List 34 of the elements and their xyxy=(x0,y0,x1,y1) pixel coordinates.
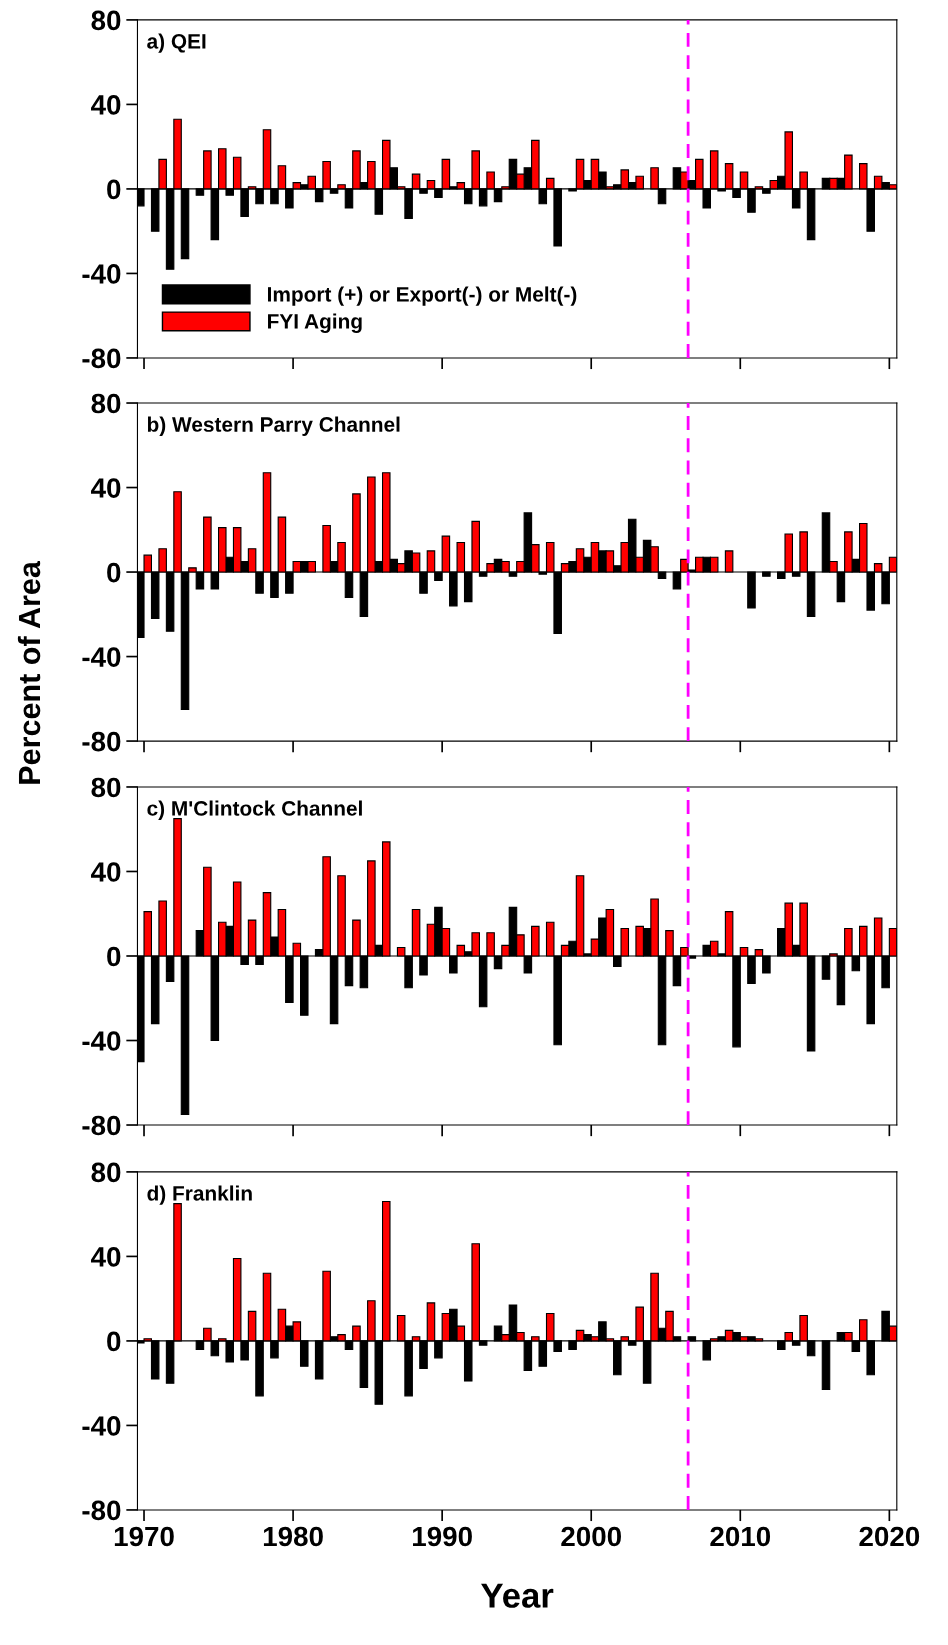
y-tick-label: 0 xyxy=(107,1331,121,1352)
y-tick-label: -40 xyxy=(82,647,121,667)
y-tick-label: -80 xyxy=(82,1500,121,1521)
y-tick-label: -80 xyxy=(82,348,121,369)
y-tick-label: 0 xyxy=(107,946,121,967)
legend-label: FYI Aging xyxy=(268,313,362,333)
y-tick-label: 40 xyxy=(91,862,121,882)
y-tick-label: 80 xyxy=(91,393,121,414)
text: d) Franklin xyxy=(147,1185,252,1205)
y-tick-label: -80 xyxy=(82,731,121,752)
x-tick-label: 2000 xyxy=(561,1526,621,1547)
y-tick-label: 40 xyxy=(91,1247,121,1267)
text: c) M'Clintock Channel xyxy=(147,800,362,820)
legend-label: Import (+) or Export(-) or Melt(-) xyxy=(268,286,577,306)
y-tick-label: -80 xyxy=(82,1115,121,1136)
y-tick-label: 80 xyxy=(91,1162,121,1183)
y-tick-label: 80 xyxy=(91,777,121,798)
y-tick-label: 0 xyxy=(107,179,121,200)
text: a) QEI xyxy=(147,33,206,53)
x-axis-title: Year xyxy=(481,1583,554,1608)
y-tick-label: 40 xyxy=(91,95,121,115)
x-tick-label: 1980 xyxy=(263,1526,323,1547)
x-tick-label: 1970 xyxy=(114,1526,174,1547)
y-tick-label: -40 xyxy=(82,1416,121,1436)
y-tick-label: 0 xyxy=(107,562,121,583)
y-tick-label: -40 xyxy=(82,1031,121,1051)
x-tick-label: 2020 xyxy=(859,1526,920,1547)
y-tick-label: 80 xyxy=(91,10,121,31)
y-tick-label: -40 xyxy=(82,264,121,284)
y-tick-label: 40 xyxy=(91,478,121,498)
text: b) Western Parry Channel xyxy=(147,416,400,436)
x-tick-label: 1990 xyxy=(413,1526,472,1547)
y-axis-title: Percent of Area xyxy=(17,560,41,784)
x-tick-label: 2010 xyxy=(710,1526,771,1547)
